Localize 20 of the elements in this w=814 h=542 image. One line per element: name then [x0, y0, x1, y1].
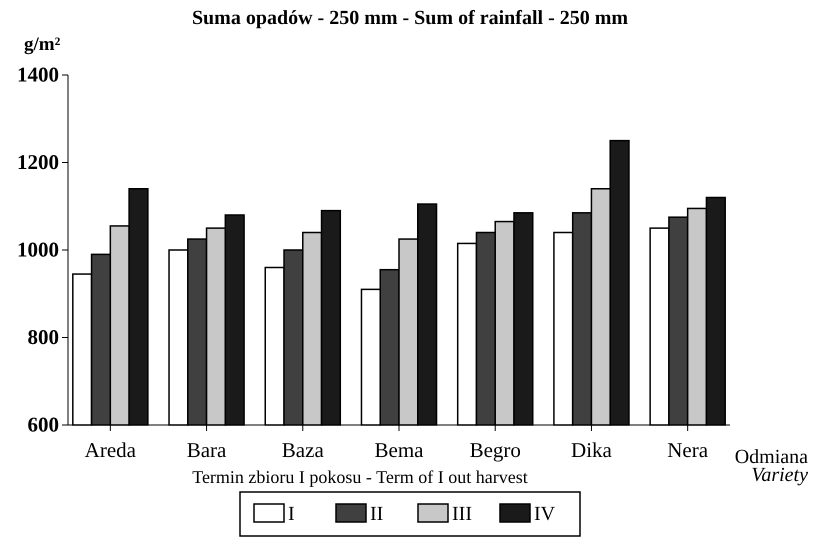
y-axis-title: g/m² — [24, 34, 61, 55]
y-tick-label: 1400 — [17, 62, 59, 87]
x-tick-label: Dika — [571, 438, 613, 462]
y-tick-label: 1200 — [17, 150, 59, 174]
legend-label: IV — [534, 503, 556, 525]
x-tick-label: Baza — [282, 438, 324, 462]
legend-title: Termin zbioru I pokosu - Term of I out harvest — [192, 467, 528, 487]
chart-title: Suma opadów - 250 mm - Sum of rainfall - 250 mm — [192, 7, 628, 29]
x-tick-label: Areda — [84, 438, 137, 462]
legend-label: I — [288, 503, 295, 525]
x-tick-label: Bema — [374, 438, 424, 462]
x-tick-label: Nera — [667, 438, 709, 462]
y-tick-label: 800 — [28, 325, 59, 350]
y-tick-label: 1000 — [17, 238, 59, 262]
legend-label: III — [452, 503, 472, 525]
legend-label: II — [370, 503, 384, 525]
x-axis-title: Odmiana Variety — [734, 446, 808, 486]
x-tick-label: Begro — [470, 438, 521, 462]
y-tick-label: 600 — [28, 412, 59, 437]
x-tick-label: Bara — [186, 438, 228, 462]
